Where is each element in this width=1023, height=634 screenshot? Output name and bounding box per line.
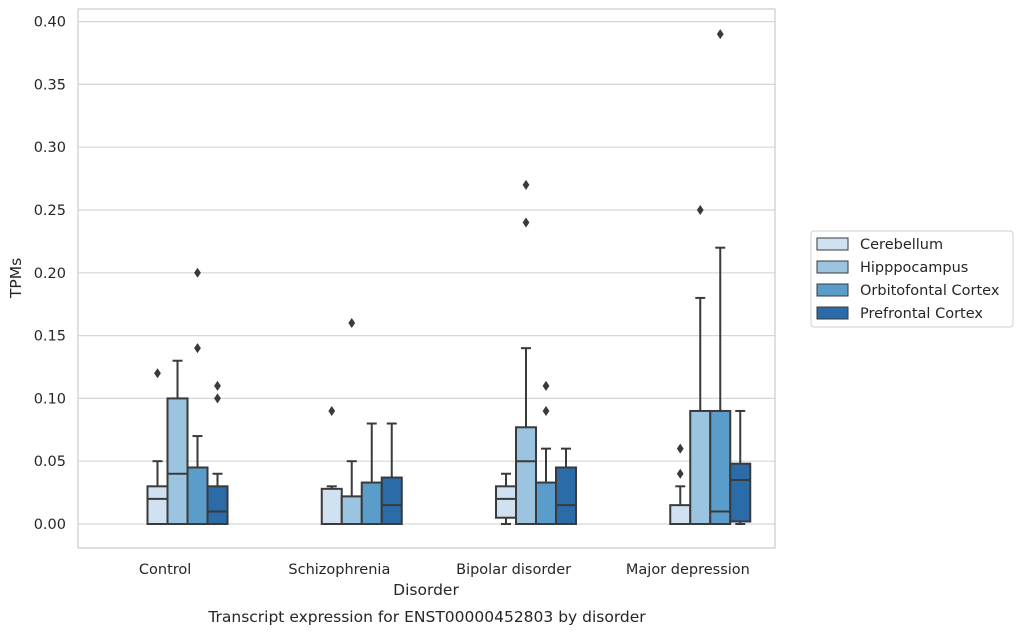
box-group bbox=[360, 422, 383, 525]
y-tick-label: 0.35 bbox=[34, 77, 66, 93]
x-tick-label: Control bbox=[139, 562, 191, 578]
legend-label: Hipppocampus bbox=[860, 260, 968, 276]
outlier-point bbox=[542, 405, 550, 416]
box-group bbox=[729, 409, 752, 525]
box-group bbox=[146, 368, 169, 526]
box-group bbox=[166, 359, 189, 525]
x-tick-labels: Control Schizophrenia Bipolar disorder Majo… bbox=[139, 562, 750, 578]
outlier-point bbox=[154, 368, 161, 379]
legend-label: Prefrontal Cortex bbox=[860, 306, 983, 322]
box bbox=[360, 481, 383, 525]
box bbox=[380, 476, 403, 526]
box bbox=[186, 466, 209, 526]
plot-frame bbox=[77, 8, 776, 549]
box bbox=[689, 409, 712, 525]
box bbox=[495, 485, 517, 519]
box bbox=[320, 487, 343, 525]
outlier-point bbox=[328, 405, 336, 416]
legend-label: Orbitofontal Cortex bbox=[860, 283, 1000, 299]
y-axis-title: TPMs bbox=[7, 258, 25, 299]
legend-swatch bbox=[816, 237, 849, 251]
box-group bbox=[689, 205, 712, 525]
boxes bbox=[146, 29, 752, 526]
box-group bbox=[555, 447, 577, 526]
box bbox=[669, 504, 692, 526]
y-tick-labels: 0.00 0.05 0.10 0.15 0.20 0.25 0.30 0.35 0.40 bbox=[34, 15, 66, 533]
box bbox=[555, 466, 577, 526]
box bbox=[166, 397, 189, 525]
box bbox=[206, 485, 229, 526]
box-group bbox=[380, 422, 403, 526]
box bbox=[340, 495, 363, 526]
outlier-point bbox=[676, 443, 684, 454]
outlier-point bbox=[696, 205, 704, 215]
outlier-point bbox=[194, 343, 201, 354]
x-tick-label: Major depression bbox=[626, 562, 750, 578]
box-group bbox=[535, 380, 557, 525]
legend-frame bbox=[810, 230, 1014, 328]
outlier-point bbox=[542, 380, 550, 391]
outlier-point bbox=[348, 318, 356, 329]
y-tick-label: 0.40 bbox=[34, 15, 66, 31]
box bbox=[729, 462, 752, 523]
legend-swatch bbox=[816, 283, 849, 297]
y-tick-label: 0.05 bbox=[34, 454, 66, 470]
box-group bbox=[515, 179, 537, 525]
y-tick-label: 0.00 bbox=[34, 517, 66, 533]
box-group bbox=[206, 380, 229, 526]
box-group bbox=[669, 443, 692, 526]
y-tick-label: 0.15 bbox=[34, 329, 66, 345]
outlier-point bbox=[214, 393, 221, 404]
box bbox=[709, 409, 732, 525]
x-tick-label: Bipolar disorder bbox=[456, 562, 571, 578]
y-tick-label: 0.20 bbox=[34, 266, 66, 282]
box-group bbox=[495, 472, 517, 525]
outlier-point bbox=[214, 380, 221, 391]
y-tick-label: 0.25 bbox=[34, 203, 66, 219]
legend-swatch bbox=[816, 260, 849, 274]
box bbox=[535, 481, 557, 525]
box bbox=[146, 485, 169, 526]
box-group bbox=[709, 29, 732, 525]
legend-swatch bbox=[816, 306, 849, 320]
x-axis-title: Disorder bbox=[393, 581, 459, 599]
box-group bbox=[186, 267, 209, 526]
legend: Cerebellum Hipppocampus Orbitofontal Corte… bbox=[810, 230, 1014, 328]
y-tick-label: 0.10 bbox=[34, 391, 66, 407]
legend-label: Cerebellum bbox=[860, 237, 943, 253]
outlier-point bbox=[676, 468, 684, 479]
outlier-point bbox=[522, 179, 530, 190]
y-tick-label: 0.30 bbox=[34, 140, 66, 156]
box bbox=[515, 426, 537, 525]
x-tick-label: Schizophrenia bbox=[288, 562, 390, 578]
outlier-point bbox=[522, 217, 530, 228]
outlier-point bbox=[716, 29, 724, 40]
outlier-point bbox=[194, 267, 201, 278]
box-group bbox=[320, 405, 343, 525]
box-group bbox=[340, 318, 363, 526]
chart-caption: Transcript expression for ENST0000045280… bbox=[207, 608, 646, 626]
